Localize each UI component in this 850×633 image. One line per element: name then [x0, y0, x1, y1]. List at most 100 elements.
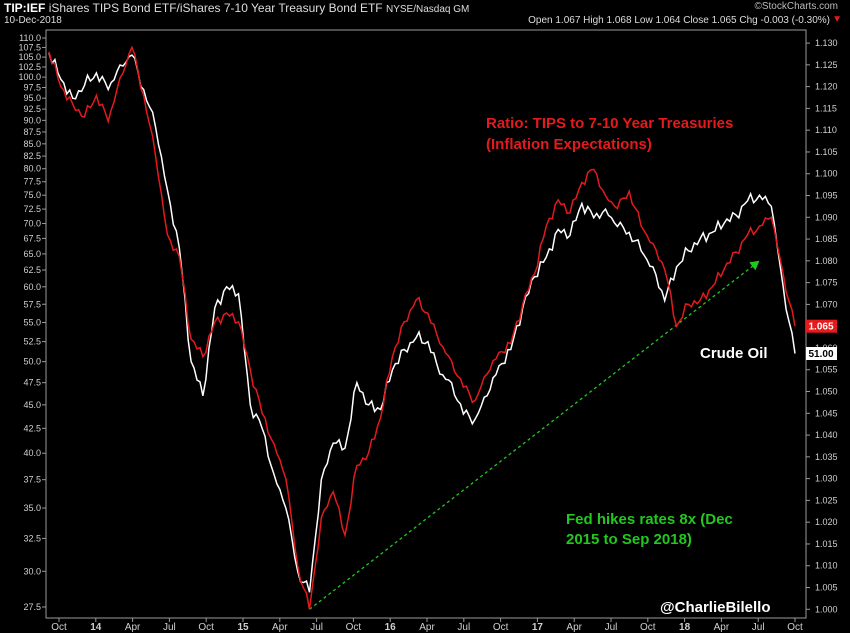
- brand: ©StockCharts.com: [754, 1, 838, 12]
- right-tick-label: 1.040: [815, 430, 838, 440]
- x-tick-label: Oct: [346, 622, 362, 633]
- exchange: NYSE/Nasdaq GM: [385, 4, 470, 15]
- right-tick-label: 1.050: [815, 387, 838, 397]
- right-tick-label: 1.070: [815, 299, 838, 309]
- chart-header: TIP:IEF iShares TIPS Bond ETF/iShares 7-…: [4, 1, 469, 15]
- left-tick-label: 27.5: [23, 602, 41, 612]
- trend-line: [309, 260, 760, 610]
- left-tick-label: 77.5: [23, 177, 41, 187]
- x-tick-label: Oct: [51, 622, 67, 633]
- left-tick-label: 35.0: [23, 503, 41, 513]
- left-tick-label: 47.5: [23, 378, 41, 388]
- left-tick-label: 102.5: [18, 62, 41, 72]
- right-tick-label: 1.105: [815, 147, 838, 157]
- right-tick-label: 1.030: [815, 474, 838, 484]
- x-axis: Oct 14 Apr Jul Oct 15 Apr Jul Oct 16 Apr Jul Oct 17 Ap…: [51, 618, 803, 633]
- x-tick-label: Oct: [787, 622, 803, 633]
- quote-down-icon: ▼: [832, 14, 842, 25]
- left-tick-label: 60.0: [23, 282, 41, 292]
- right-tick-label: 1.045: [815, 408, 838, 418]
- left-tick-label: 75.0: [23, 190, 41, 200]
- x-tick-label: Jul: [163, 622, 176, 633]
- left-tick-label: 57.5: [23, 299, 41, 309]
- x-tick-label: Oct: [493, 622, 509, 633]
- right-tick-label: 1.125: [815, 60, 838, 70]
- x-tick-label: Oct: [640, 622, 656, 633]
- x-tick-label: Jul: [605, 622, 618, 633]
- right-tick-label: 1.120: [815, 82, 838, 92]
- x-tick-label: Apr: [419, 622, 435, 633]
- right-tick-label: 1.090: [815, 212, 838, 222]
- right-tick-label: 1.085: [815, 234, 838, 244]
- left-tick-label: 67.5: [23, 233, 41, 243]
- description: iShares TIPS Bond ETF/iShares 7-10 Year …: [48, 1, 383, 15]
- right-tick-label: 1.035: [815, 452, 838, 462]
- x-tick-label: Apr: [714, 622, 730, 633]
- left-tick-label: 72.5: [23, 204, 41, 214]
- x-tick-label: Jul: [457, 622, 470, 633]
- left-tick-label: 105.0: [18, 52, 41, 62]
- right-tick-label: 1.080: [815, 256, 838, 266]
- left-tick-label: 42.5: [23, 423, 41, 433]
- left-tick-label: 70.0: [23, 219, 41, 229]
- left-tick-label: 87.5: [23, 127, 41, 137]
- left-tick-label: 65.0: [23, 249, 41, 259]
- last-ratio-tag: 1.065: [806, 319, 837, 333]
- x-tick-label: 17: [532, 622, 544, 633]
- oil-label: Crude Oil: [700, 345, 768, 362]
- right-tick-label: 1.115: [815, 103, 837, 113]
- right-tick-label: 1.055: [815, 365, 838, 375]
- x-tick-label: 15: [237, 622, 249, 633]
- right-tick-label: 1.100: [815, 169, 838, 179]
- last-oil-tag: 51.00: [806, 347, 837, 360]
- left-tick-label: 37.5: [23, 475, 41, 485]
- left-tick-label: 50.0: [23, 357, 41, 367]
- credit: @CharlieBilello: [660, 599, 771, 616]
- left-tick-label: 32.5: [23, 533, 41, 543]
- left-tick-label: 92.5: [23, 104, 41, 114]
- x-tick-label: 16: [385, 622, 397, 633]
- ratio-line: [48, 45, 796, 610]
- left-tick-label: 110.0: [19, 33, 41, 43]
- left-tick-label: 52.5: [23, 337, 41, 347]
- left-tick-label: 85.0: [23, 139, 41, 149]
- x-tick-label: Jul: [310, 622, 323, 633]
- fed-note-line2: 2015 to Sep 2018): [566, 531, 692, 548]
- right-tick-label: 1.020: [815, 517, 838, 527]
- left-tick-label: 95.0: [23, 93, 41, 103]
- date: 10-Dec-2018: [4, 15, 62, 26]
- left-tick-label: 62.5: [23, 265, 41, 275]
- right-tick-label: 1.025: [815, 495, 838, 505]
- ratio-title-line2: (Inflation Expectations): [486, 136, 652, 153]
- left-tick-label: 45.0: [23, 400, 41, 410]
- x-tick-label: Jul: [752, 622, 765, 633]
- trend-arrowhead: [749, 260, 760, 271]
- x-tick-label: Oct: [198, 622, 214, 633]
- x-tick-label: Apr: [125, 622, 141, 633]
- right-tick-label: 1.000: [815, 604, 838, 614]
- x-tick-label: 18: [679, 622, 691, 633]
- fed-note-line1: Fed hikes rates 8x (Dec: [566, 511, 733, 528]
- x-tick-label: Apr: [566, 622, 582, 633]
- x-tick-label: Apr: [272, 622, 288, 633]
- left-tick-label: 40.0: [23, 448, 41, 458]
- right-tick-label: 1.095: [815, 191, 838, 201]
- last-ratio-value: 1.065: [808, 322, 833, 333]
- left-tick-label: 97.5: [23, 83, 41, 93]
- right-tick-label: 1.005: [815, 583, 838, 593]
- left-tick-label: 107.5: [18, 42, 41, 52]
- right-tick-label: 1.110: [815, 125, 837, 135]
- left-tick-label: 82.5: [23, 151, 41, 161]
- x-tick-label: 14: [90, 622, 102, 633]
- last-oil-value: 51.00: [808, 349, 833, 360]
- right-tick-label: 1.130: [815, 38, 838, 48]
- left-tick-label: 80.0: [23, 164, 41, 174]
- right-tick-label: 1.075: [815, 278, 838, 288]
- right-tick-label: 1.010: [815, 561, 838, 571]
- left-tick-label: 30.0: [23, 566, 41, 576]
- crude-oil-line: [48, 52, 796, 593]
- left-tick-label: 55.0: [23, 318, 41, 328]
- right-tick-label: 1.015: [815, 539, 838, 549]
- left-tick-label: 100.0: [18, 72, 41, 82]
